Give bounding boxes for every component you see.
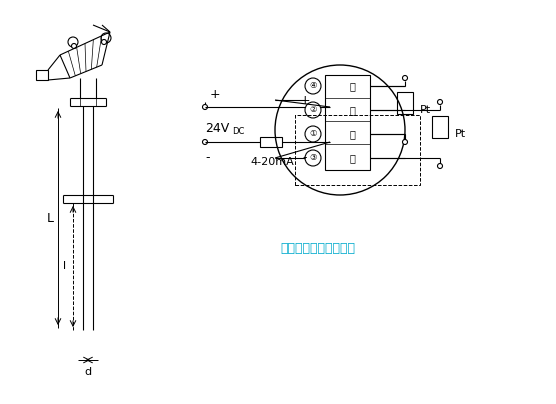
Text: -: - — [205, 152, 210, 164]
Bar — [36, 70, 48, 80]
Text: ②: ② — [309, 105, 317, 114]
Bar — [397, 92, 413, 114]
Circle shape — [438, 99, 443, 105]
Bar — [295, 115, 420, 185]
Circle shape — [202, 105, 207, 109]
Circle shape — [305, 78, 321, 94]
Bar — [325, 75, 370, 170]
Text: L: L — [47, 212, 53, 225]
Bar — [432, 116, 448, 138]
Text: Pt: Pt — [419, 105, 430, 115]
Text: 红: 红 — [349, 129, 355, 139]
Circle shape — [305, 150, 321, 166]
Text: ①: ① — [309, 130, 317, 139]
Text: 4-20mA: 4-20mA — [250, 157, 294, 167]
Circle shape — [305, 126, 321, 142]
Text: l: l — [63, 261, 67, 271]
Circle shape — [403, 139, 408, 145]
Circle shape — [438, 164, 443, 168]
Text: DC: DC — [232, 126, 245, 135]
Circle shape — [102, 40, 107, 44]
Text: d: d — [85, 367, 92, 377]
Text: 红: 红 — [349, 153, 355, 163]
Text: -: - — [303, 152, 307, 164]
Bar — [260, 137, 282, 147]
Text: 白: 白 — [349, 105, 355, 115]
Circle shape — [202, 139, 207, 145]
Text: Pt: Pt — [454, 129, 465, 139]
Text: 白: 白 — [349, 81, 355, 91]
Text: +: + — [300, 93, 310, 107]
Circle shape — [403, 76, 408, 80]
Circle shape — [305, 102, 321, 118]
Text: 热电阻：三线或四线制: 热电阻：三线或四线制 — [280, 242, 355, 255]
Text: +: + — [210, 88, 221, 101]
Text: 24V: 24V — [205, 122, 229, 135]
Text: ④: ④ — [309, 82, 317, 90]
Text: ③: ③ — [309, 154, 317, 162]
Circle shape — [72, 44, 77, 48]
